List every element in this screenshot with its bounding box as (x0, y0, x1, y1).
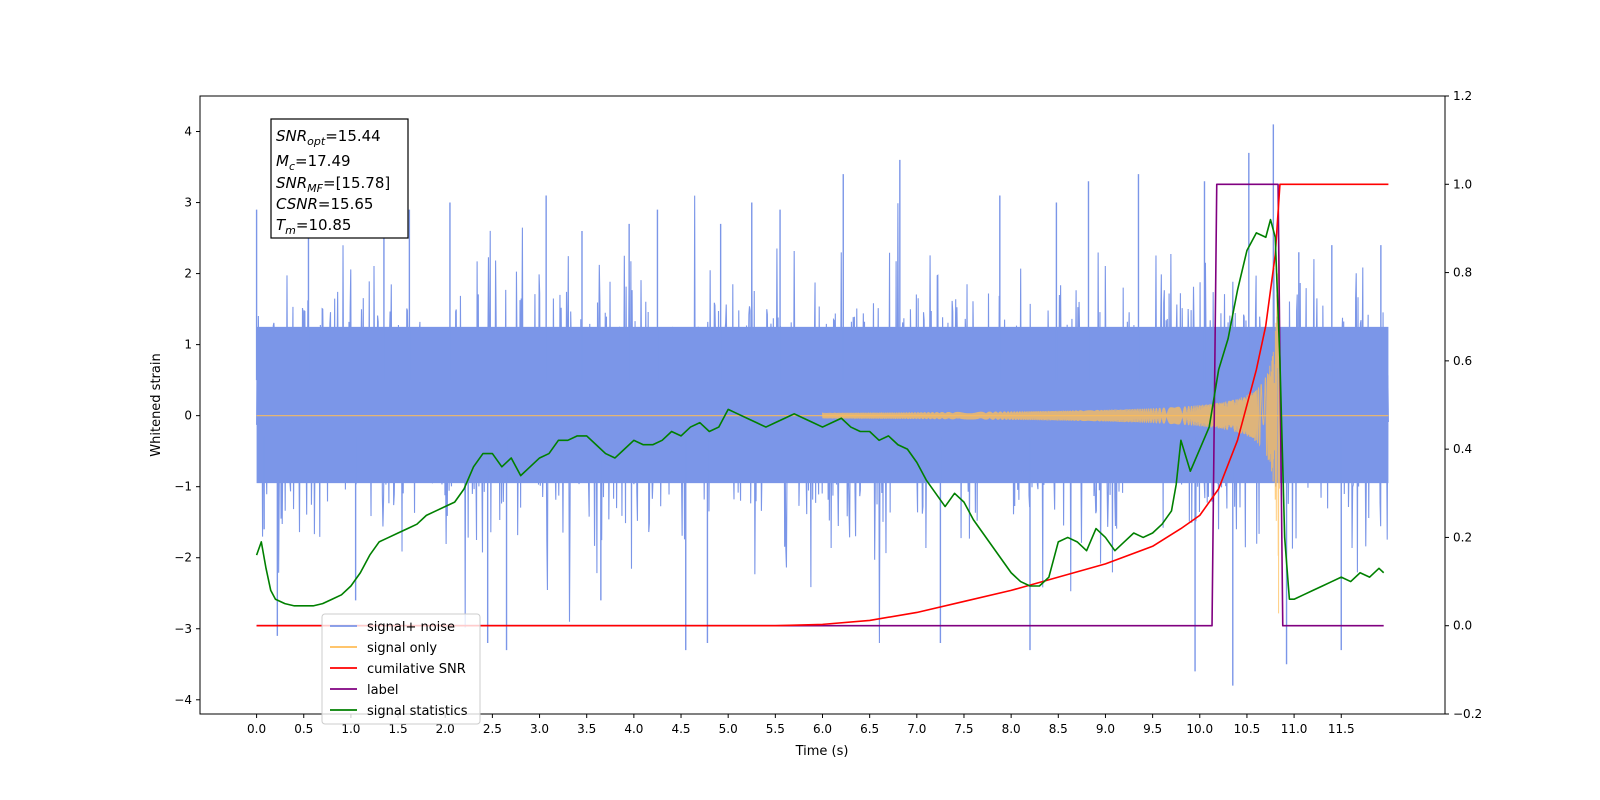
x-tick-label: 5.5 (766, 722, 785, 736)
x-tick-label: 8.5 (1049, 722, 1068, 736)
legend-label: label (367, 683, 398, 698)
annotation-line: Tm=10.85 (276, 216, 351, 237)
y-tick-label: 0 (184, 409, 192, 423)
x-tick-label: 9.5 (1143, 722, 1162, 736)
plot-area (199, 95, 1446, 715)
y-tick-label: −1 (174, 480, 192, 494)
x-axis-label: Time (s) (795, 744, 849, 759)
x-tick-label: 3.0 (530, 722, 549, 736)
x-tick-label: 11.5 (1328, 722, 1355, 736)
y-tick-label: 4 (184, 125, 192, 139)
right-axis-series (255, 183, 1389, 627)
cumilative-snr-line (256, 183, 1389, 627)
legend: signal+ noise signal only cumilative SNR la… (321, 613, 481, 725)
x-tick-label: 8.0 (1002, 722, 1021, 736)
y-tick-label: −2 (174, 551, 192, 565)
x-tick-label: 1.5 (389, 722, 408, 736)
annotation-line: SNRopt=15.44 (276, 127, 381, 148)
signal-statistics-line (255, 218, 1385, 607)
y2-tick-label: 0.4 (1453, 442, 1472, 456)
x-tick-label: 4.0 (624, 722, 643, 736)
y2-tick-label: 0.8 (1453, 266, 1472, 280)
x-tick-label: 5.0 (719, 722, 738, 736)
y2-tick-label: 0.6 (1453, 354, 1472, 368)
legend-label: cumilative SNR (367, 662, 466, 677)
x-axis: 0.0 0.5 1.0 1.5 2.0 2.5 3.0 3.5 4.0 4.5 5.0 5.5 6.0 6… (247, 714, 1355, 736)
y-tick-label: −4 (174, 693, 192, 707)
legend-label: signal statistics (367, 704, 468, 719)
legend-label: signal only (367, 641, 437, 656)
annotation-line: CSNR=15.65 (276, 195, 373, 213)
legend-frame (321, 613, 481, 725)
y-axis-left: −4 −3 −2 −1 0 1 2 3 4 (174, 125, 200, 707)
x-tick-label: 6.5 (860, 722, 879, 736)
annotation-box: SNRopt=15.44 Mc=17.49SNRMF=[15.78]CSNR=15… (270, 118, 409, 239)
annotation-frame (270, 118, 409, 239)
x-tick-label: 6.0 (813, 722, 832, 736)
y2-tick-label: 1.0 (1453, 177, 1472, 191)
x-tick-label: 1.0 (341, 722, 360, 736)
x-tick-label: 4.5 (671, 722, 690, 736)
signal-noise-dense-band (256, 326, 1389, 484)
x-tick-label: 11.0 (1281, 722, 1308, 736)
label-line (256, 183, 1384, 627)
y-tick-label: 1 (184, 338, 192, 352)
x-tick-label: 7.0 (907, 722, 926, 736)
x-tick-label: 10.0 (1186, 722, 1213, 736)
y2-tick-label: −0.2 (1453, 707, 1482, 721)
signal-only-series (256, 217, 1389, 614)
x-tick-label: 2.0 (436, 722, 455, 736)
x-tick-label: 0.0 (247, 722, 266, 736)
x-tick-label: 9.0 (1096, 722, 1115, 736)
y2-tick-label: 0.2 (1453, 530, 1472, 544)
x-tick-label: 2.5 (483, 722, 502, 736)
legend-label: signal+ noise (367, 620, 455, 635)
signal-noise-series (255, 124, 1389, 686)
y-tick-label: −3 (174, 622, 192, 636)
y2-tick-label: 1.2 (1453, 89, 1472, 103)
x-tick-label: 10.5 (1234, 722, 1261, 736)
annotation-line: SNRMF=[15.78] (276, 174, 390, 195)
y-axis-label: Whitened strain (149, 353, 164, 456)
y2-tick-label: 0.0 (1453, 619, 1472, 633)
y-tick-label: 2 (184, 267, 192, 281)
signal-only-chirp (822, 217, 1280, 614)
annotation-line: Mc=17.49 (276, 152, 351, 173)
y-tick-label: 3 (184, 196, 192, 210)
x-tick-label: 7.5 (954, 722, 973, 736)
y-axis-right: −0.2 0.0 0.2 0.4 0.6 0.8 1.0 1.2 (1445, 89, 1482, 721)
x-tick-label: 0.5 (294, 722, 313, 736)
x-tick-label: 3.5 (577, 722, 596, 736)
